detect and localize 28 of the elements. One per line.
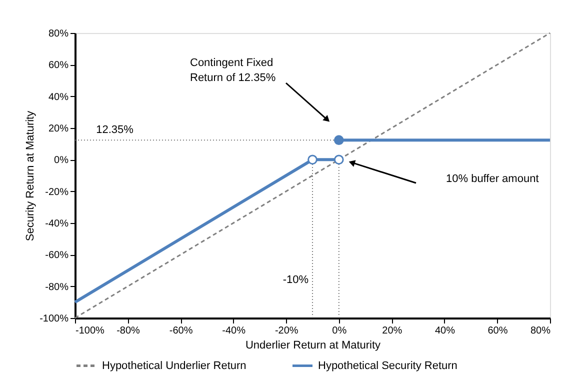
y-tick-label: -60% xyxy=(45,250,69,262)
y-tick-label: 60% xyxy=(48,60,69,72)
annotation: 10% buffer amount xyxy=(446,173,539,185)
x-tick-label: -60% xyxy=(169,326,193,336)
annotation: Contingent Fixed Return of 12.35% xyxy=(190,57,276,84)
x-tick-label: -80% xyxy=(116,326,140,336)
legend-label: Hypothetical Security Return xyxy=(318,360,458,372)
x-tick-label: 80% xyxy=(530,326,551,336)
y-tick-label: -100% xyxy=(40,314,69,324)
annotation: 12.35% xyxy=(96,124,134,136)
y-tick-label: -20% xyxy=(45,186,69,198)
x-tick-label: 20% xyxy=(382,326,402,336)
y-tick-label: 20% xyxy=(48,124,69,134)
x-tick-label: 0% xyxy=(332,326,347,336)
x-axis-title: Underlier Return at Maturity xyxy=(245,340,382,352)
y-tick-label: 0% xyxy=(54,155,69,166)
x-tick-label: 40% xyxy=(434,326,456,336)
x-tick-label: 60% xyxy=(488,326,508,336)
y-tick-label: 80% xyxy=(48,28,69,40)
x-tick-label: -40% xyxy=(222,326,246,336)
x-tick-label: -20% xyxy=(274,326,298,336)
y-tick-label: -40% xyxy=(45,218,69,230)
annotation: -10% xyxy=(282,274,309,286)
y-tick-label: 40% xyxy=(48,92,69,103)
x-tick-label: -100% xyxy=(76,326,105,336)
legend-label: Hypothetical Underlier Return xyxy=(102,360,246,372)
y-tick-label: -80% xyxy=(45,282,69,293)
y-axis-title: Security Return at Maturity xyxy=(24,110,37,242)
